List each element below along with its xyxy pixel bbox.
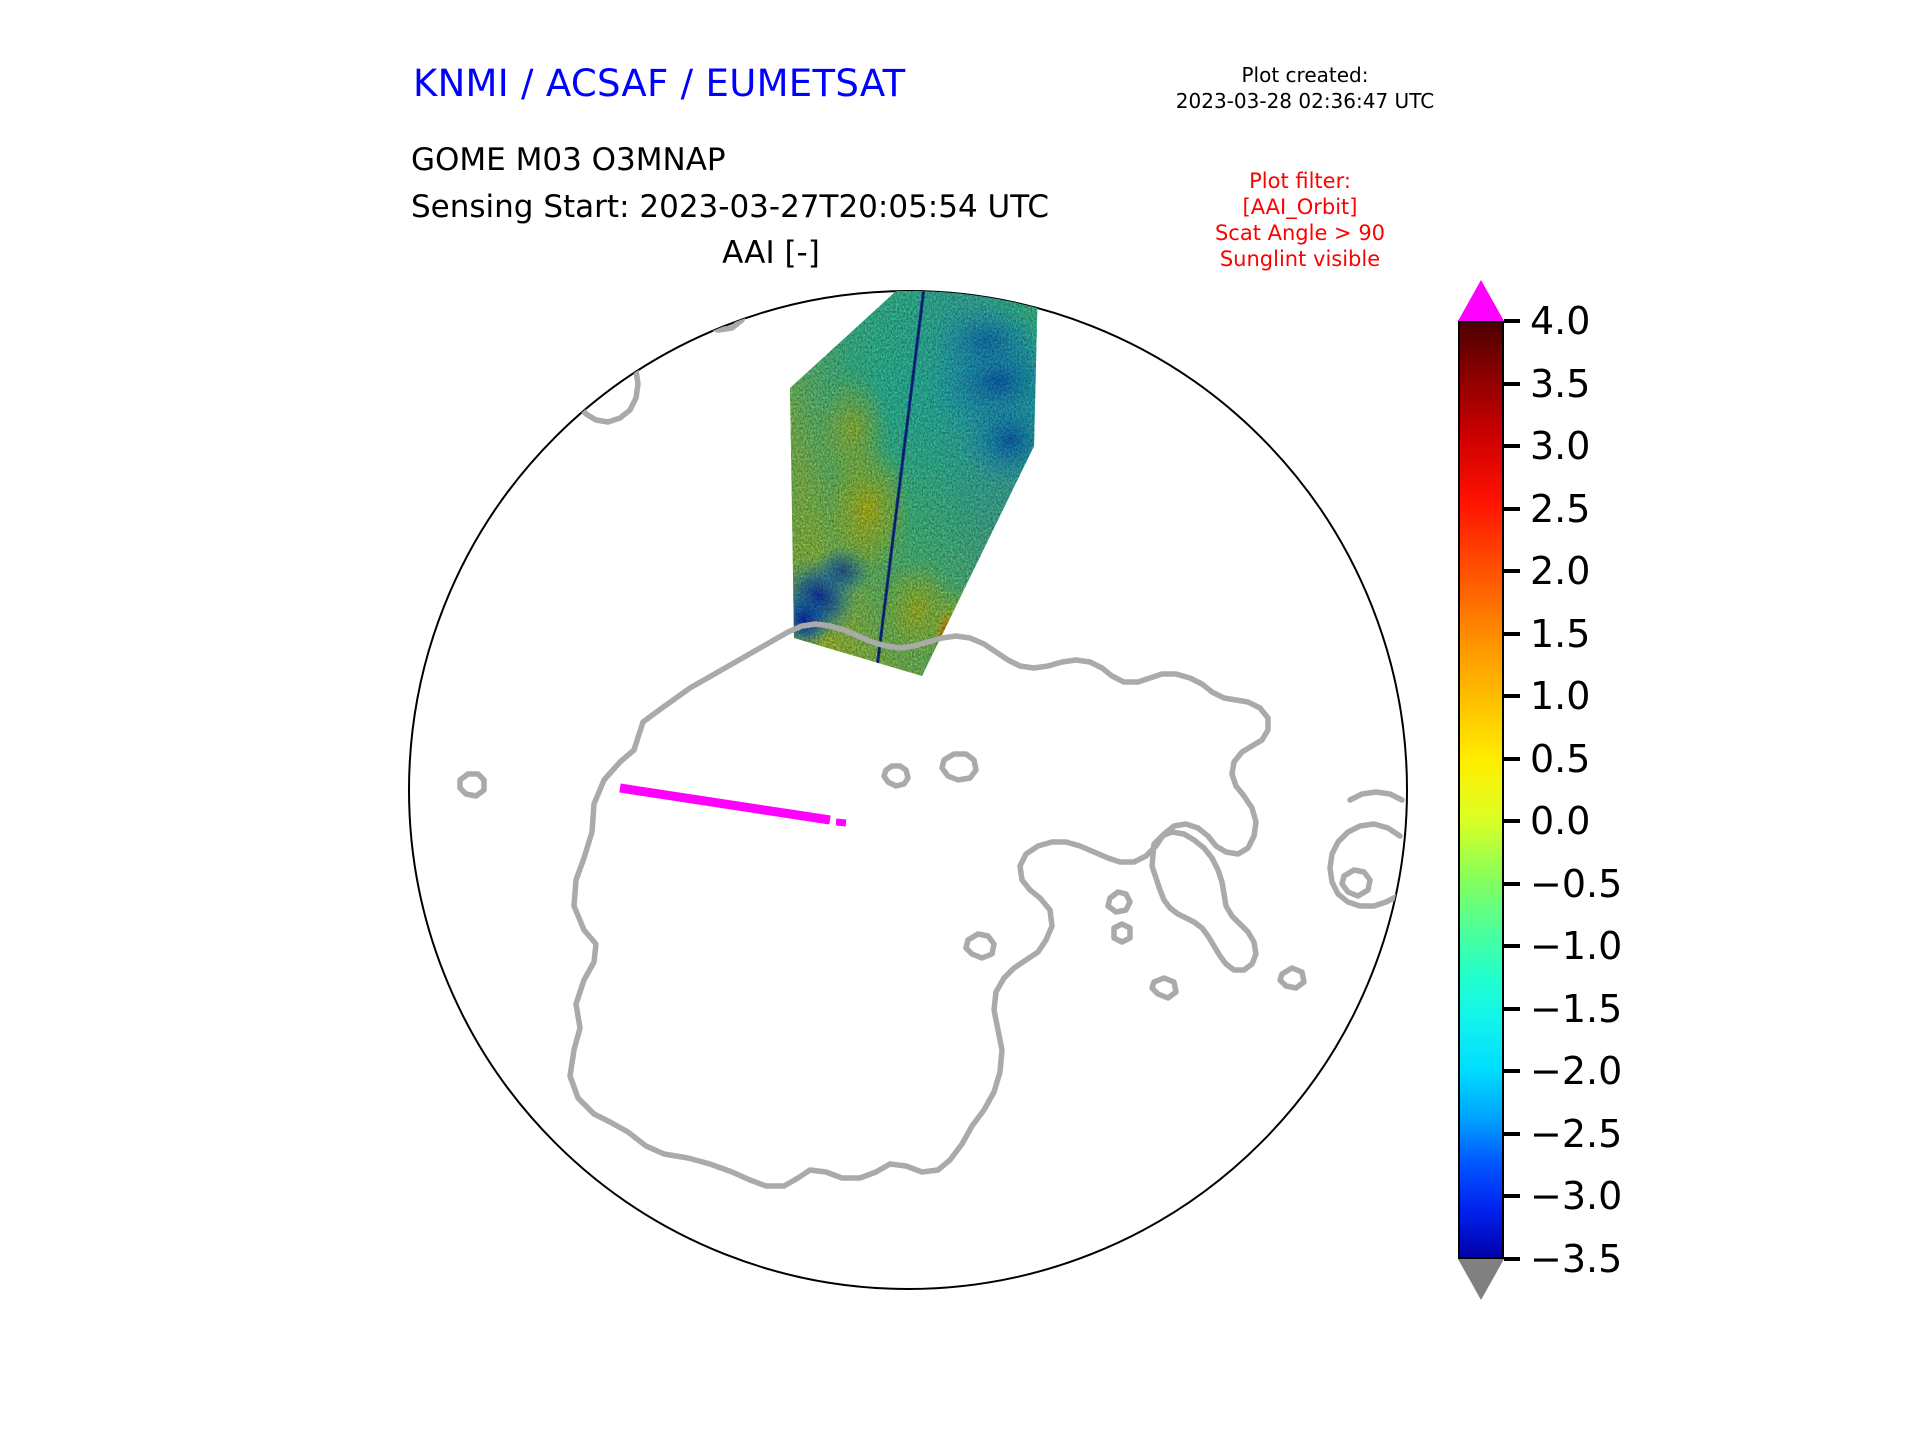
map-graphics <box>457 291 1405 1189</box>
colorbar-tick-label: 3.5 <box>1530 361 1591 406</box>
colorbar-tick-label: −0.5 <box>1530 861 1623 906</box>
colorbar-tick-label: 0.0 <box>1530 799 1591 844</box>
colorbar-tick-label: 2.5 <box>1530 486 1591 531</box>
colorbar-tick-mark <box>1504 1069 1520 1074</box>
colorbar-tick-mark <box>1504 694 1520 699</box>
colorbar-tick-label: 1.0 <box>1530 674 1591 719</box>
map-plot-area <box>398 280 1418 1300</box>
colorbar-tick-label: −3.5 <box>1530 1237 1623 1281</box>
colorbar-tick-mark <box>1504 1194 1520 1199</box>
plot-filter-annotation: Plot filter: [AAI_Orbit] Scat Angle > 90… <box>1160 168 1440 272</box>
plot-filter-line-4: Sunglint visible <box>1219 247 1381 271</box>
plot-created-label: Plot created: <box>1241 63 1369 87</box>
colorbar-tick-label: −2.5 <box>1530 1111 1623 1156</box>
colorbar: 4.0 3.5 3.0 2.5 2.0 1.5 1.0 0.5 0.0 −0.5 −1.0 −1.5 −… <box>1445 277 1805 1303</box>
organization-title: KNMI / ACSAF / EUMETSAT <box>413 62 906 105</box>
colorbar-tick-mark <box>1504 881 1520 886</box>
colorbar-tick-mark <box>1504 506 1520 511</box>
colorbar-tick-mark <box>1504 1131 1520 1136</box>
colorbar-tick-label: −2.0 <box>1530 1049 1623 1094</box>
colorbar-over-range-arrow <box>1458 280 1504 321</box>
colorbar-under-range-arrow <box>1458 1259 1504 1300</box>
plot-created-timestamp: 2023-03-28 02:36:47 UTC <box>1175 89 1435 113</box>
colorbar-tick-mark <box>1504 444 1520 449</box>
colorbar-tick-label: 1.5 <box>1530 611 1591 656</box>
product-title: GOME M03 O3MNAP <box>411 142 726 178</box>
plot-filter-line-1: Plot filter: <box>1249 169 1351 193</box>
colorbar-tick-label: −3.0 <box>1530 1174 1623 1219</box>
colorbar-tick-mark <box>1504 569 1520 574</box>
colorbar-tick-label: 4.0 <box>1530 299 1591 343</box>
aai-swath <box>790 291 1038 676</box>
colorbar-tick-mark <box>1504 319 1520 323</box>
colorbar-tick-label: 3.0 <box>1530 424 1591 469</box>
colorbar-tick-mark <box>1504 631 1520 636</box>
colorbar-tick-label: −1.0 <box>1530 924 1623 969</box>
colorbar-tick-mark <box>1504 756 1520 761</box>
plot-filter-line-2: [AAI_Orbit] <box>1242 195 1358 219</box>
quantity-label: AAI [-] <box>722 235 820 271</box>
plot-filter-line-3: Scat Angle > 90 <box>1214 221 1386 245</box>
colorbar-tick-mark <box>1504 944 1520 949</box>
colorbar-tick-mark <box>1504 381 1520 386</box>
colorbar-tick-mark <box>1504 1006 1520 1011</box>
sunglint-track <box>619 783 847 827</box>
colorbar-tick-mark <box>1504 1257 1520 1261</box>
colorbar-tick-label: 0.5 <box>1530 736 1591 781</box>
colorbar-tick-label: 2.0 <box>1530 549 1591 594</box>
colorbar-tick-mark <box>1504 819 1520 824</box>
colorbar-tick-label: −1.5 <box>1530 986 1623 1031</box>
sensing-start-title: Sensing Start: 2023-03-27T20:05:54 UTC <box>411 189 1049 225</box>
colorbar-gradient <box>1458 321 1504 1259</box>
